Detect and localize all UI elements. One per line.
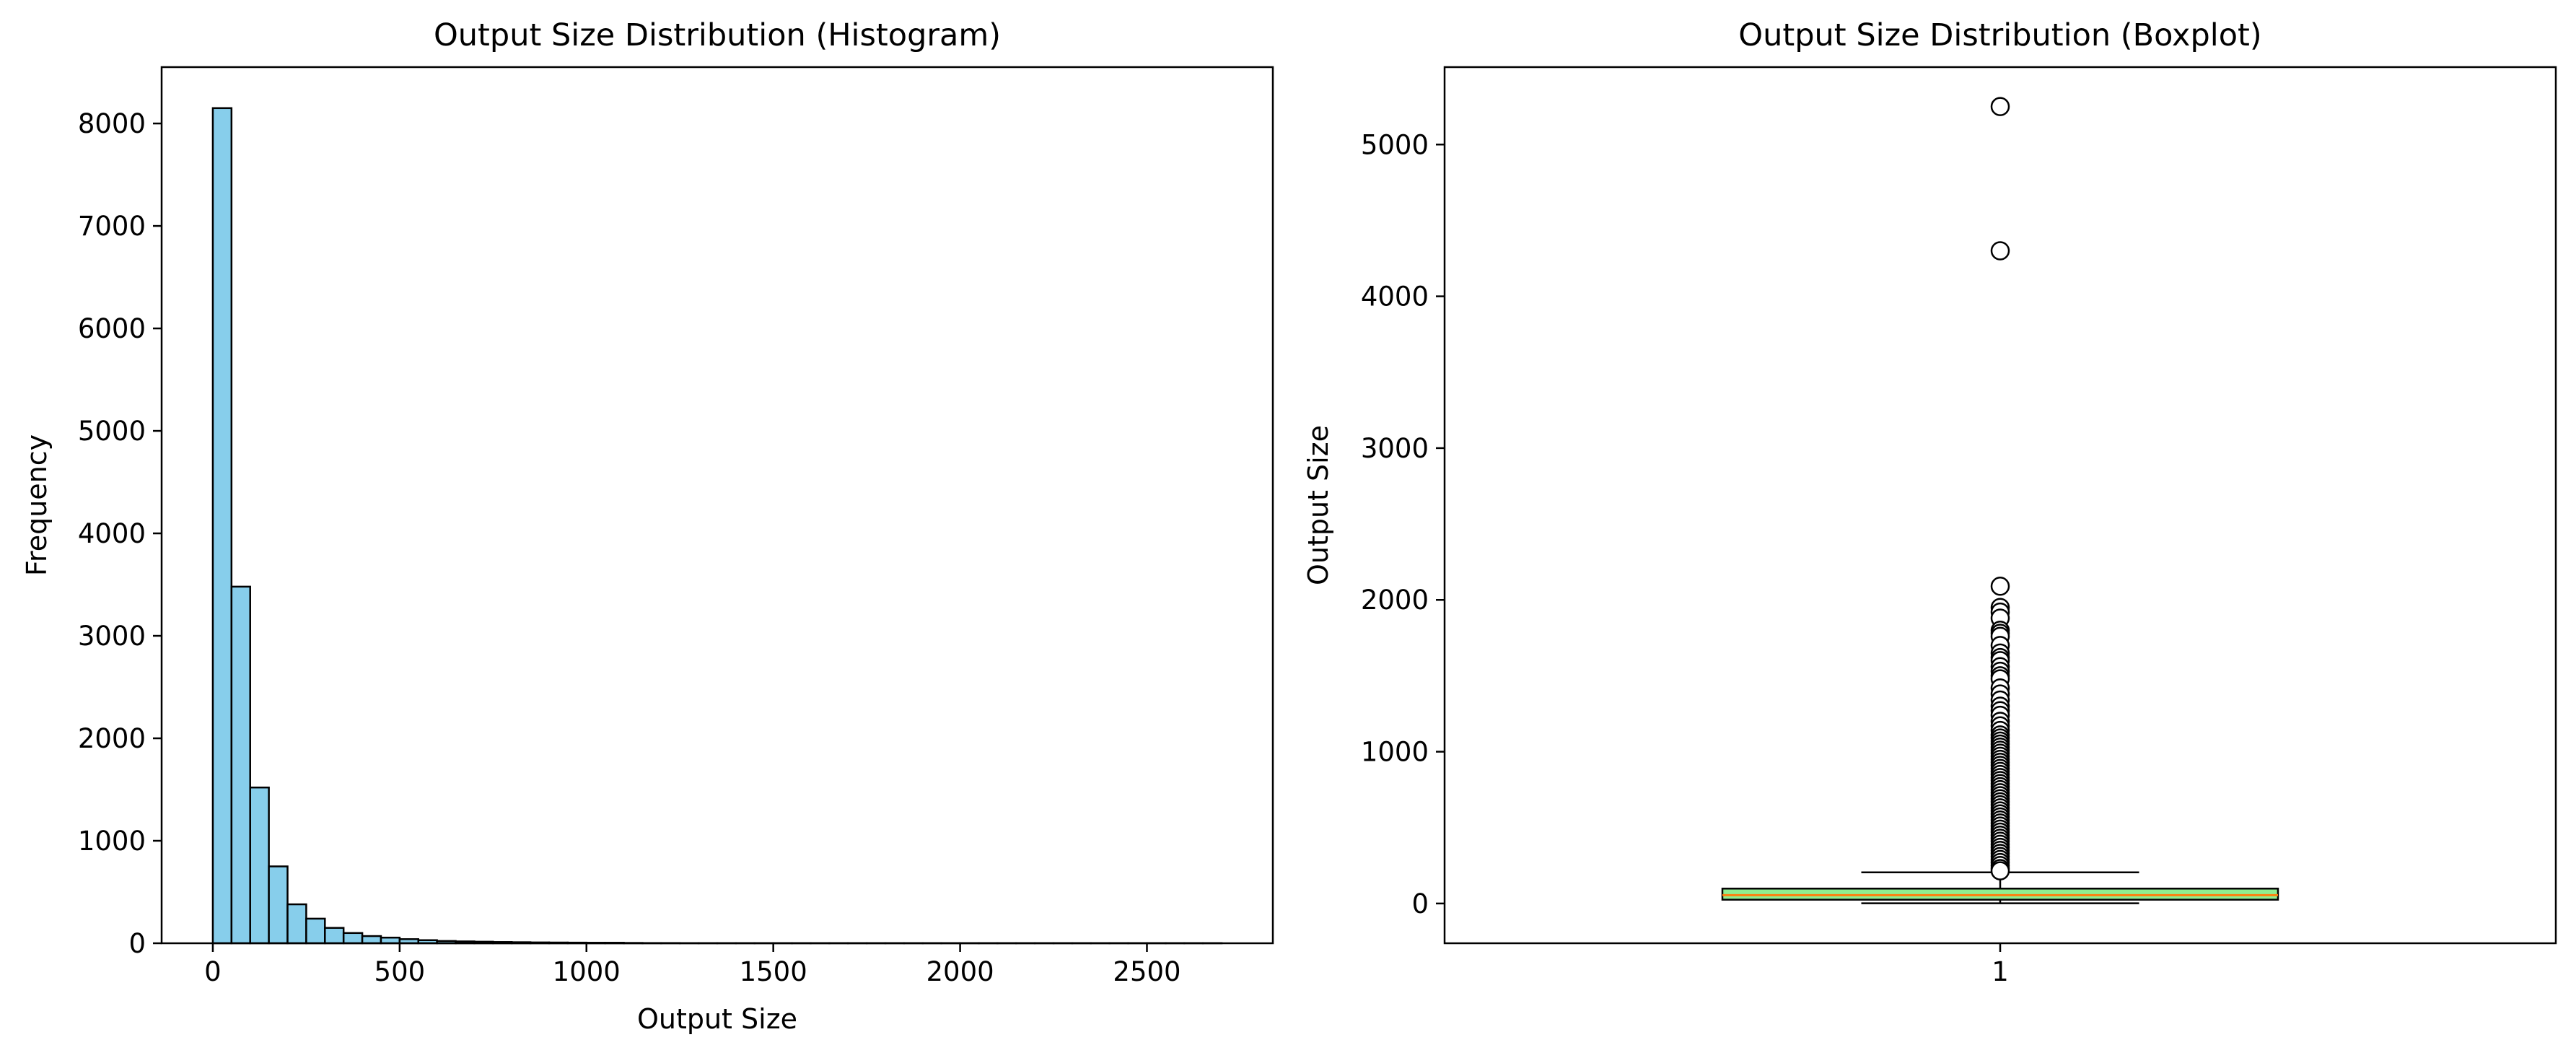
histogram-x-tick-label: 500 — [374, 956, 426, 987]
histogram-x-tick-label: 0 — [204, 956, 222, 987]
histogram-x-tick-label: 2500 — [1113, 956, 1180, 987]
histogram-bar — [286, 903, 307, 945]
histogram-x-ticks: 0 500 1000 1500 2000 2500 — [204, 943, 1181, 987]
histogram-panel: Output Size Distribution (Histogram) 0 50… — [21, 17, 1274, 1035]
histogram-y-tick-label: 4000 — [78, 518, 146, 549]
histogram-y-tick-label: 1000 — [78, 826, 146, 857]
boxplot-outliers — [1990, 97, 2010, 880]
boxplot-outlier-point — [1990, 861, 2010, 880]
histogram-x-tick-label: 1000 — [553, 956, 621, 987]
histogram-y-tick-label: 6000 — [78, 313, 146, 344]
histogram-y-tick-label: 3000 — [78, 621, 146, 652]
boxplot-outlier-point — [1990, 577, 2010, 596]
boxplot-title: Output Size Distribution (Boxplot) — [1738, 17, 2261, 53]
boxplot-elements — [1721, 871, 2279, 904]
histogram-y-tick-label: 0 — [128, 928, 146, 959]
boxplot-outlier-point — [1990, 241, 2010, 261]
histogram-y-tick-label: 8000 — [78, 108, 146, 139]
histogram-x-tick-label: 1500 — [740, 956, 807, 987]
histogram-bar — [324, 927, 345, 945]
boxplot-x-tick-label: 1 — [1992, 956, 2009, 987]
histogram-bar — [342, 932, 364, 945]
boxplot-outlier-point — [1990, 97, 2010, 116]
histogram-bar — [230, 585, 251, 945]
histogram-bar — [211, 107, 233, 945]
histogram-y-tick-label: 5000 — [78, 416, 146, 447]
boxplot-axes-frame — [1443, 66, 2557, 945]
histogram-y-tick-label: 7000 — [78, 211, 146, 242]
histogram-x-axis-label: Output Size — [637, 1003, 797, 1035]
histogram-y-ticks: 0 1000 2000 3000 4000 5000 6000 7000 8000 — [78, 108, 162, 959]
histogram-y-axis-label: Frequency — [21, 434, 53, 576]
boxplot-y-ticks: 0 1000 2000 3000 4000 5000 — [1361, 129, 1445, 919]
histogram-bar — [305, 917, 326, 945]
boxplot-panel: Output Size Distribution (Boxplot) 1 0 10… — [1302, 17, 2557, 987]
boxplot-y-tick-label: 1000 — [1361, 737, 1429, 768]
histogram-axes-frame — [160, 66, 1274, 945]
histogram-bars — [211, 107, 1223, 945]
histogram-y-tick-label: 2000 — [78, 723, 146, 754]
boxplot-y-tick-label: 2000 — [1361, 585, 1429, 616]
histogram-title: Output Size Distribution (Histogram) — [434, 17, 1001, 53]
boxplot-y-tick-label: 5000 — [1361, 129, 1429, 160]
boxplot-y-tick-label: 4000 — [1361, 281, 1429, 312]
histogram-bar — [249, 786, 270, 945]
boxplot-x-ticks: 1 — [1992, 943, 2009, 987]
boxplot-y-axis-label: Output Size — [1302, 425, 1334, 585]
histogram-bar — [268, 865, 289, 945]
histogram-x-tick-label: 2000 — [926, 956, 994, 987]
boxplot-y-tick-label: 0 — [1411, 888, 1429, 919]
histogram-bar — [361, 935, 382, 945]
boxplot-y-tick-label: 3000 — [1361, 433, 1429, 464]
